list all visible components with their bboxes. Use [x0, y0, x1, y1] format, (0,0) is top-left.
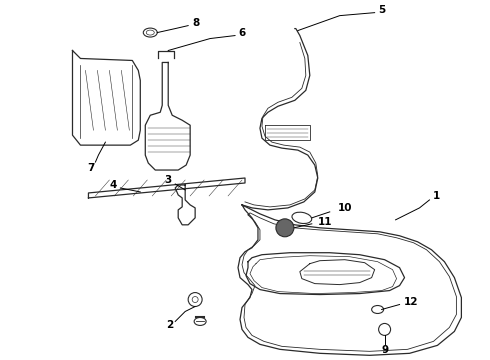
- Text: 2: 2: [167, 320, 174, 330]
- Text: 6: 6: [238, 28, 245, 37]
- Text: 4: 4: [110, 180, 117, 190]
- Text: 11: 11: [318, 217, 332, 227]
- Text: 1: 1: [433, 191, 440, 201]
- Text: 8: 8: [193, 18, 200, 28]
- Text: 5: 5: [378, 5, 385, 15]
- Circle shape: [276, 219, 294, 237]
- Text: 7: 7: [87, 163, 94, 173]
- Text: 9: 9: [381, 345, 388, 355]
- Text: 12: 12: [404, 297, 419, 306]
- Text: 3: 3: [165, 175, 172, 185]
- Text: 10: 10: [338, 203, 352, 213]
